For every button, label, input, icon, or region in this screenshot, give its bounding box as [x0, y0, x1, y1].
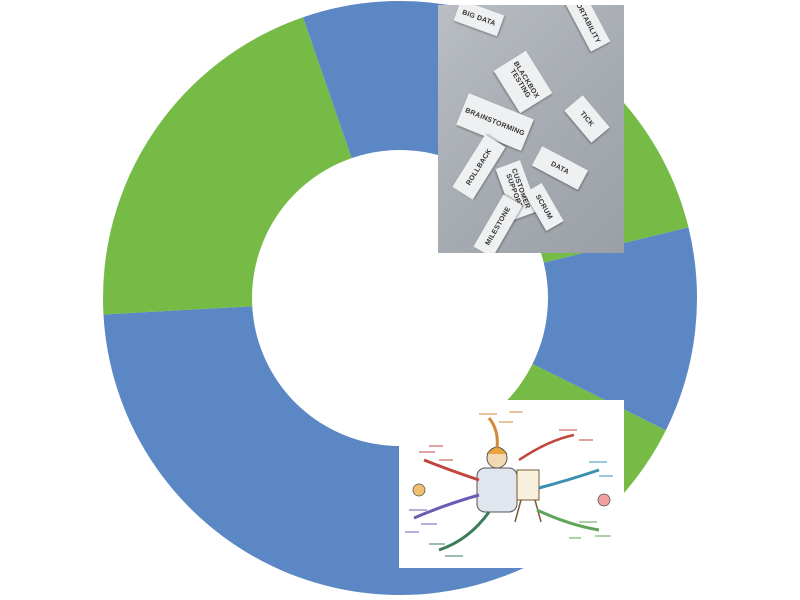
photo-card: BLACKBOX TESTING	[493, 50, 553, 114]
mindmap-illustration	[399, 400, 624, 568]
photo-card: TICK	[564, 95, 610, 143]
donut-slice-3	[532, 227, 697, 431]
photo-card: BIG DATA	[453, 5, 505, 37]
photo-card: MILESTONE	[473, 194, 523, 253]
photo-card: PORTABILITY	[563, 5, 611, 52]
photo-overlay-cards: BIG DATA PORTABILITY BLACKBOX TESTING BR…	[438, 5, 624, 253]
donut-slice-6	[103, 17, 352, 315]
donut-slice-7	[303, 1, 400, 159]
mindmap-illustration-icon	[405, 411, 613, 557]
